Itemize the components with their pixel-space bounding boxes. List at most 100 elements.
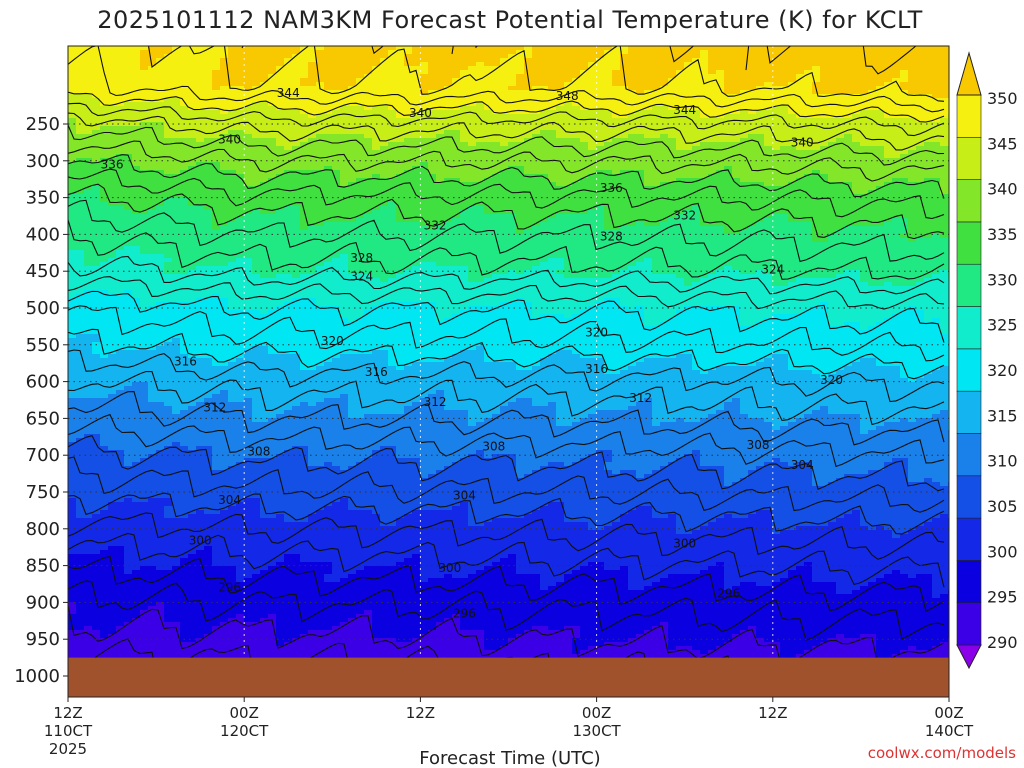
band-cell [220,114,229,119]
band-cell [92,438,101,443]
band-cell [164,638,173,643]
band-cell [268,334,277,339]
band-cell [108,310,117,315]
band-cell [172,398,181,403]
band-cell [116,242,125,247]
band-cell [236,582,245,587]
band-cell [84,242,93,247]
band-cell [252,186,261,191]
band-cell [212,406,221,411]
band-cell [188,282,197,287]
band-cell [236,294,245,299]
band-cell [292,418,301,423]
band-cell [252,106,261,111]
band-cell [108,454,117,459]
band-cell [132,246,141,251]
band-cell [116,158,125,163]
band-cell [196,578,205,583]
band-cell [116,498,125,503]
band-cell [236,454,245,459]
band-cell [132,406,141,411]
band-cell [276,94,285,99]
band-cell [284,450,293,455]
band-cell [212,578,221,583]
band-cell [92,202,101,207]
band-cell [252,458,261,463]
band-cell [244,622,253,627]
band-cell [108,650,117,655]
band-cell [292,586,301,591]
band-cell [132,410,141,415]
band-cell [116,626,125,631]
band-cell [244,166,253,171]
band-cell [108,370,117,375]
band-cell [292,114,301,119]
band-cell [252,514,261,519]
band-cell [228,370,237,375]
band-cell [268,230,277,235]
band-cell [292,118,301,123]
band-cell [140,506,149,511]
band-cell [172,126,181,131]
band-cell [220,550,229,555]
band-cell [148,134,157,139]
band-cell [156,446,165,451]
band-cell [220,230,229,235]
band-cell [76,482,85,487]
band-cell [108,54,117,59]
band-cell [164,466,173,471]
band-cell [212,198,221,203]
band-cell [212,270,221,275]
band-cell [220,154,229,159]
band-cell [172,62,181,67]
band-cell [220,334,229,339]
band-cell [156,502,165,507]
band-cell [132,574,141,579]
band-cell [284,470,293,475]
band-cell [196,318,205,323]
band-cell [92,270,101,275]
band-cell [84,90,93,95]
band-cell [300,78,309,83]
band-cell [172,530,181,535]
band-cell [188,234,197,239]
band-cell [148,130,157,135]
band-cell [164,298,173,303]
band-cell [76,326,85,331]
band-cell [108,78,117,83]
band-cell [196,402,205,407]
band-cell [84,650,93,655]
band-cell [148,542,157,547]
band-cell [308,114,317,119]
band-cell [172,654,181,659]
band-cell [284,354,293,359]
band-cell [204,338,213,343]
band-cell [100,318,109,323]
band-cell [180,46,189,51]
band-cell [268,310,277,315]
band-cell [84,498,93,503]
band-cell [108,378,117,383]
band-cell [260,586,269,591]
band-cell [172,350,181,355]
band-cell [100,654,109,659]
band-cell [124,582,133,587]
band-cell [220,306,229,311]
band-cell [84,70,93,75]
band-cell [132,606,141,611]
band-cell [68,170,77,175]
band-cell [292,110,301,115]
band-cell [132,210,141,215]
band-cell [164,186,173,191]
band-cell [244,422,253,427]
band-cell [132,454,141,459]
band-cell [164,270,173,275]
band-cell [212,386,221,391]
band-cell [116,430,125,435]
band-cell [228,198,237,203]
band-cell [148,582,157,587]
band-cell [124,86,133,91]
band-cell [92,54,101,59]
band-cell [276,526,285,531]
band-cell [260,414,269,419]
